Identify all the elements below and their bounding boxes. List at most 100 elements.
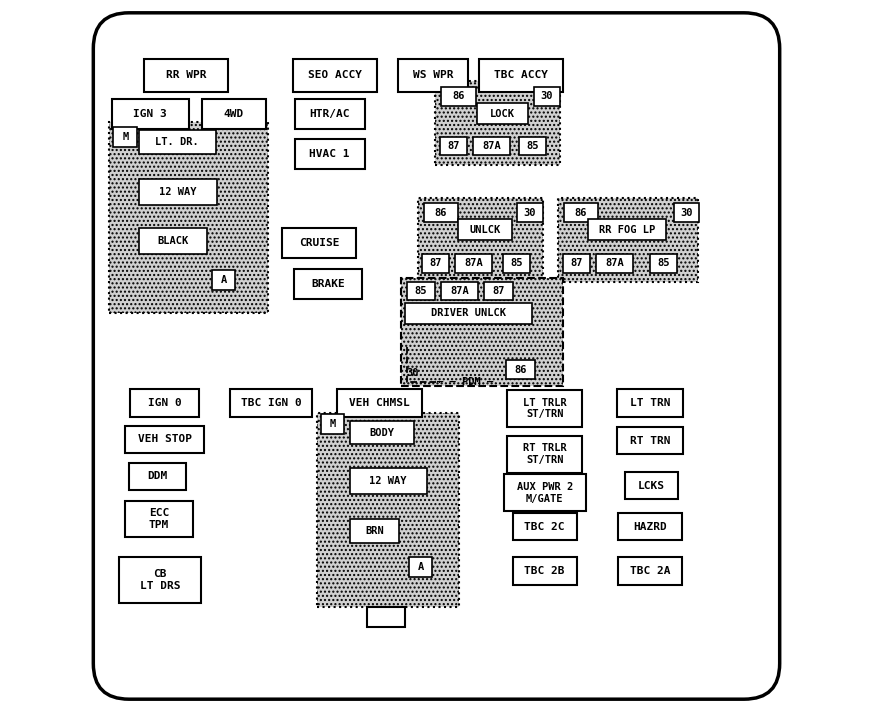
Text: TBC ACCY: TBC ACCY [493, 70, 547, 80]
Text: 87: 87 [430, 258, 442, 268]
Bar [504, 474, 586, 511]
Bar [109, 122, 269, 313]
Bar [423, 203, 457, 222]
Bar [129, 463, 186, 490]
Bar [478, 59, 562, 92]
Text: CRUISE: CRUISE [299, 238, 340, 248]
Bar [230, 389, 313, 417]
Bar [618, 557, 682, 585]
Text: 4WD: 4WD [223, 109, 244, 119]
Bar [120, 557, 201, 604]
Bar [618, 513, 682, 540]
Text: HVAC 1: HVAC 1 [309, 149, 350, 159]
FancyBboxPatch shape [93, 13, 780, 699]
Bar [409, 557, 432, 577]
Text: RR FOG LP: RR FOG LP [599, 224, 656, 235]
Text: TBC 2B: TBC 2B [525, 566, 565, 576]
Bar [507, 436, 582, 473]
Bar [367, 607, 405, 627]
Bar [139, 130, 216, 154]
Bar [129, 389, 199, 417]
Text: 87: 87 [447, 141, 460, 151]
Bar [295, 99, 365, 129]
Bar [558, 198, 698, 282]
Bar [112, 99, 189, 129]
Bar [442, 87, 476, 106]
Text: 12 WAY: 12 WAY [369, 476, 407, 486]
Bar [125, 426, 204, 453]
Bar [212, 270, 235, 290]
Bar [506, 360, 535, 379]
Text: UNLCK: UNLCK [470, 224, 500, 235]
Text: VEH CHMSL: VEH CHMSL [349, 398, 410, 408]
Text: AUX PWR 2
M/GATE: AUX PWR 2 M/GATE [517, 482, 573, 503]
Bar [504, 254, 531, 273]
Bar [317, 413, 459, 607]
Bar [423, 254, 450, 273]
Text: 87A: 87A [450, 286, 469, 296]
Text: 87A: 87A [482, 141, 501, 151]
Text: 87A: 87A [464, 258, 483, 268]
Bar [625, 472, 678, 499]
Bar [113, 127, 137, 147]
Bar [588, 219, 666, 240]
Bar [512, 557, 577, 585]
Text: 87: 87 [492, 286, 505, 296]
Text: RT TRN: RT TRN [629, 436, 670, 446]
Text: CB
LT DRS: CB LT DRS [140, 570, 181, 591]
Text: BRN: BRN [365, 525, 384, 536]
Bar [125, 501, 193, 537]
Bar [563, 254, 590, 273]
Bar [473, 137, 510, 155]
Text: LT. DR.: LT. DR. [155, 137, 199, 147]
Text: 87A: 87A [605, 258, 624, 268]
Bar [401, 278, 563, 386]
Text: SEO ACCY: SEO ACCY [308, 70, 362, 80]
Bar [398, 59, 468, 92]
Text: TBC 2A: TBC 2A [629, 566, 670, 576]
Text: BRAKE: BRAKE [312, 279, 345, 289]
Text: DDM: DDM [148, 471, 168, 481]
Text: 85: 85 [511, 258, 523, 268]
Text: 86: 86 [574, 207, 588, 218]
Text: 86: 86 [435, 207, 447, 218]
Text: ECC
TPM: ECC TPM [148, 508, 169, 530]
Text: VEH STOP: VEH STOP [138, 434, 191, 444]
Bar [349, 468, 427, 494]
Text: 86: 86 [514, 365, 526, 375]
Bar [349, 519, 400, 543]
Bar [202, 99, 265, 129]
Bar [477, 103, 528, 124]
Bar [321, 414, 344, 434]
Text: 87: 87 [571, 258, 583, 268]
Text: 86: 86 [452, 91, 464, 102]
Text: RR WPR: RR WPR [166, 70, 206, 80]
Bar [295, 139, 365, 169]
Text: BLACK: BLACK [157, 236, 189, 246]
Text: BODY: BODY [369, 427, 395, 438]
Bar [617, 389, 683, 417]
Text: DRIVER UNLCK: DRIVER UNLCK [431, 308, 506, 318]
Text: LOCK: LOCK [491, 108, 515, 119]
Text: 30: 30 [524, 207, 536, 218]
Text: TBC IGN 0: TBC IGN 0 [241, 398, 302, 408]
Bar [507, 390, 582, 427]
Bar [617, 427, 683, 454]
Bar [441, 282, 478, 300]
Bar [293, 59, 377, 92]
Bar [519, 137, 546, 155]
Bar [144, 59, 228, 92]
Text: 30: 30 [680, 207, 692, 218]
Text: A: A [221, 275, 227, 285]
Bar [407, 282, 435, 300]
Bar [512, 513, 577, 540]
Text: M: M [329, 419, 336, 429]
Bar [349, 421, 414, 444]
Text: – – PDM –: – – PDM – [436, 377, 493, 387]
Bar [405, 303, 532, 324]
Text: 30: 30 [540, 91, 553, 102]
Text: 85: 85 [415, 286, 427, 296]
Text: 30: 30 [407, 368, 419, 378]
Text: 12 WAY: 12 WAY [159, 187, 196, 197]
Text: 85: 85 [657, 258, 670, 268]
